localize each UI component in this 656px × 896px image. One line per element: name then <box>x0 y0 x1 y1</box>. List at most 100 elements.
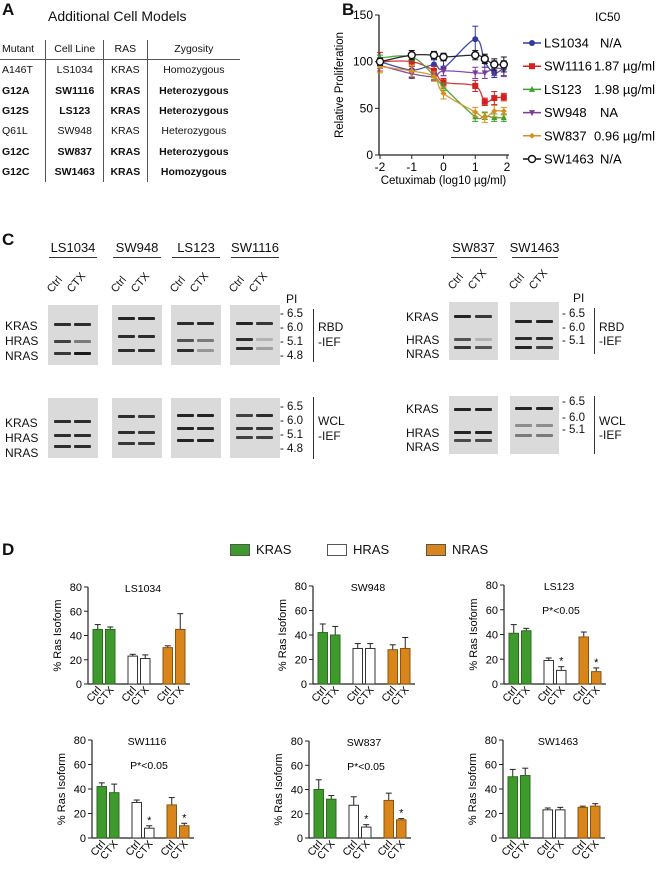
cell-ras: KRAS <box>103 161 148 183</box>
cell-line-underline <box>113 257 161 258</box>
isoform-row-label: KRAS <box>406 402 439 416</box>
pi-marker: - 6.5 <box>280 308 304 320</box>
protein-band <box>197 322 214 325</box>
svg-text:*: * <box>147 815 152 827</box>
x-tick-label: 2 <box>504 160 511 174</box>
protein-band <box>74 420 91 423</box>
blot-image <box>510 302 559 360</box>
legend-label: HRAS <box>353 542 390 557</box>
bar-hras-ctrl <box>352 647 363 685</box>
isoform-row-label: HRAS <box>406 333 440 347</box>
protein-band <box>475 431 492 434</box>
protein-band <box>197 439 214 442</box>
svg-text:SW1463: SW1463 <box>544 152 594 167</box>
table-row: G12A SW1116 KRAS Heterozygous <box>0 80 240 101</box>
blot-image <box>230 305 280 365</box>
svg-text:80: 80 <box>485 735 497 747</box>
protein-band <box>454 338 471 341</box>
cell-line-header: SW948 <box>115 240 159 255</box>
protein-band <box>454 315 471 318</box>
svg-text:0: 0 <box>492 679 498 691</box>
protein-band <box>475 346 492 349</box>
svg-text:*: * <box>594 657 599 669</box>
protein-band <box>256 427 273 430</box>
cell-line-underline <box>49 257 97 258</box>
svg-text:N/A: N/A <box>600 152 622 167</box>
svg-text:1.98 µg/ml: 1.98 µg/ml <box>594 82 655 97</box>
isoform-row-label: HRAS <box>5 334 39 348</box>
lane-label: CTX <box>128 270 153 295</box>
svg-text:20: 20 <box>74 809 86 821</box>
cell-cell-line: SW1463 <box>45 161 104 183</box>
protein-band <box>74 340 91 343</box>
bar-nras-ctrl <box>166 804 177 839</box>
svg-text:0: 0 <box>297 833 303 845</box>
svg-text:% Ras Isoform: % Ras Isoform <box>273 753 285 825</box>
bar-nras-ctrl <box>383 799 394 839</box>
cell-mutant: G12S <box>2 104 29 117</box>
protein-band <box>138 349 155 352</box>
blot-image <box>48 398 98 458</box>
x-tick-label: -1 <box>406 160 417 174</box>
protein-band <box>536 346 553 349</box>
svg-text:20: 20 <box>485 809 497 821</box>
cell-mutant: G12C <box>2 145 30 158</box>
cell-line-header: SW1463 <box>509 240 560 255</box>
chart-title: SW1463 <box>538 736 578 748</box>
lane-label: Ctrl <box>226 274 247 295</box>
svg-text:0: 0 <box>491 833 497 845</box>
header-cell-line: Cell Line <box>45 40 104 60</box>
protein-band <box>54 434 71 437</box>
blot-image <box>510 396 559 454</box>
rbd-label: -IEF <box>599 334 622 348</box>
protein-band <box>236 347 253 350</box>
panel-a-title: Additional Cell Models <box>48 8 187 24</box>
cell-line-header: LS1034 <box>50 240 96 255</box>
protein-band <box>515 434 532 437</box>
svg-text:0: 0 <box>301 679 307 691</box>
series-sw837 <box>377 59 507 123</box>
svg-text:0.96 µg/ml: 0.96 µg/ml <box>594 128 655 143</box>
protein-band <box>118 431 135 434</box>
legend-swatch-kras <box>230 544 250 556</box>
protein-band <box>138 335 155 338</box>
svg-text:SW948: SW948 <box>544 105 587 120</box>
y-axis-label: Relative Proliferation <box>334 32 346 138</box>
panel-a-letter: A <box>2 0 15 19</box>
bar-kras-ctrl <box>313 789 324 839</box>
svg-text:60: 60 <box>74 760 86 772</box>
bar-kras-ctrl <box>317 632 328 685</box>
svg-text:40: 40 <box>291 785 303 797</box>
bracket-line <box>313 309 314 362</box>
protein-band <box>536 320 553 323</box>
cell-line-underline <box>172 257 220 258</box>
series-sw1463 <box>375 49 509 73</box>
cell-line-underline <box>231 257 279 258</box>
pi-marker: - 4.8 <box>280 350 304 362</box>
pi-title: PI <box>286 292 298 306</box>
bar-kras-ctx <box>520 775 531 839</box>
protein-band <box>177 414 194 417</box>
cell-zygosity: Heterozygous <box>146 141 240 162</box>
cell-mutant: G12A <box>2 84 30 97</box>
table-row: G12S LS123 KRAS Heterozygous <box>0 100 240 122</box>
svg-text:80: 80 <box>74 735 86 747</box>
blot-image <box>171 398 221 458</box>
bar-kras-ctx <box>326 798 337 839</box>
cell-mutant: A146T <box>2 64 33 77</box>
protein-band <box>138 442 155 445</box>
protein-band <box>118 442 135 445</box>
blot-image <box>171 305 221 365</box>
bar-kras-ctrl <box>92 628 103 685</box>
protein-band <box>54 352 71 355</box>
cell-line-header: SW1116 <box>231 240 279 255</box>
cell-line-header: SW837 <box>452 240 495 255</box>
svg-text:20: 20 <box>291 809 303 821</box>
cell-ras: KRAS <box>103 100 148 122</box>
header-ras: RAS <box>103 40 148 60</box>
pi-marker: - 6.5 <box>280 401 304 413</box>
pi-marker: - 6.5 <box>562 308 586 320</box>
lane-label: CTX <box>465 267 490 292</box>
cell-ras: KRAS <box>103 141 148 162</box>
